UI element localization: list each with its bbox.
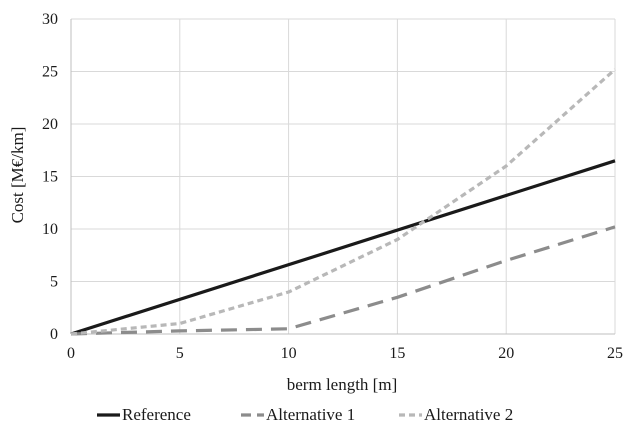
y-tick-label: 10 <box>42 221 58 238</box>
x-tick-label: 25 <box>607 345 623 362</box>
x-tick-label: 15 <box>389 345 405 362</box>
x-tick-label: 5 <box>176 345 184 362</box>
series-line-3 <box>70 68 617 336</box>
y-tick-label: 20 <box>42 116 58 133</box>
y-tick-label: 0 <box>50 326 58 343</box>
x-axis-title: berm length [m] <box>287 375 397 394</box>
y-tick-label: 25 <box>42 64 58 81</box>
x-axis-ticks: 0 5 10 15 20 25 <box>67 345 623 362</box>
series-lines <box>70 68 617 336</box>
legend-label-2: Alternative 1 <box>266 405 355 424</box>
legend: Reference Alternative 1 Alternative 2 <box>97 405 513 424</box>
axes <box>70 19 615 335</box>
series-line-2 <box>70 225 616 336</box>
y-axis-ticks: 0 5 10 15 20 25 30 <box>42 11 58 343</box>
y-tick-label: 5 <box>50 274 58 291</box>
x-tick-label: 0 <box>67 345 75 362</box>
legend-label-3: Alternative 2 <box>424 405 513 424</box>
gridlines <box>71 18 616 334</box>
y-axis-title: Cost [M€/km] <box>8 127 27 224</box>
y-tick-label: 15 <box>42 169 58 186</box>
x-tick-label: 20 <box>498 345 514 362</box>
legend-label-1: Reference <box>122 405 191 424</box>
series-line-1 <box>70 159 616 336</box>
y-tick-label: 30 <box>42 11 58 28</box>
x-tick-label: 10 <box>281 345 297 362</box>
